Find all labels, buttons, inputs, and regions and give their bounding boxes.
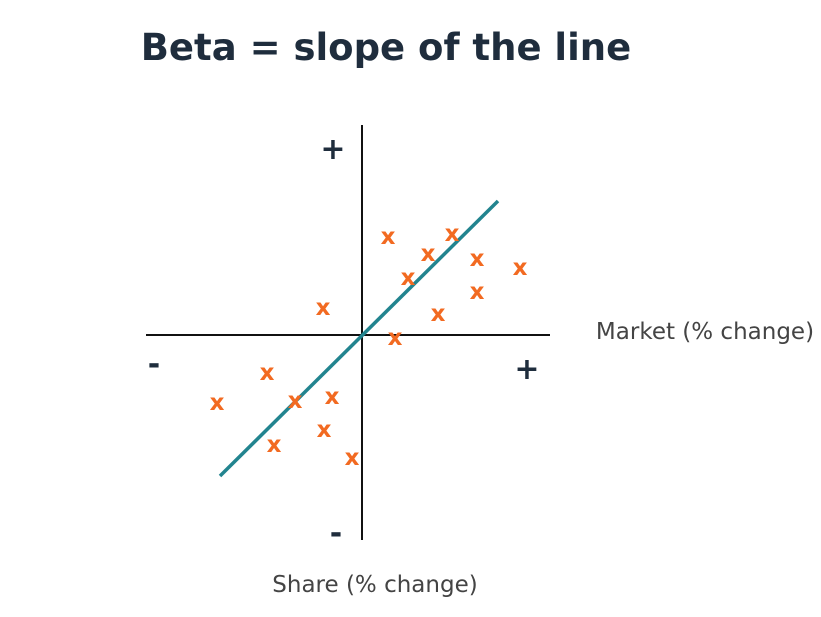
data-point: x (317, 417, 332, 443)
data-points: x x x x x x x x x x x x x x x x x (210, 221, 528, 471)
regression-line (218, 199, 500, 478)
data-point: x (210, 390, 225, 416)
data-point: x (470, 246, 485, 272)
data-point: x (470, 279, 485, 305)
data-point: x (388, 325, 403, 351)
x-axis-negative-sign: - (148, 347, 160, 382)
x-axis-positive-sign: + (514, 352, 539, 387)
data-point: x (316, 295, 331, 321)
data-point: x (513, 255, 528, 281)
data-point: x (431, 301, 446, 327)
data-point: x (381, 224, 396, 250)
x-axis-label: Market (% change) (596, 319, 814, 345)
y-axis-label: Share (% change) (272, 572, 477, 598)
data-point: x (445, 221, 460, 247)
y-axis-negative-sign: - (330, 516, 342, 551)
data-point: x (267, 432, 282, 458)
data-point: x (421, 241, 436, 267)
data-point: x (260, 360, 275, 386)
data-point: x (288, 388, 303, 414)
data-point: x (401, 265, 416, 291)
data-point: x (325, 384, 340, 410)
diagram-title: Beta = slope of the line (141, 26, 632, 69)
y-axis-positive-sign: + (320, 132, 345, 167)
data-point: x (345, 445, 360, 471)
